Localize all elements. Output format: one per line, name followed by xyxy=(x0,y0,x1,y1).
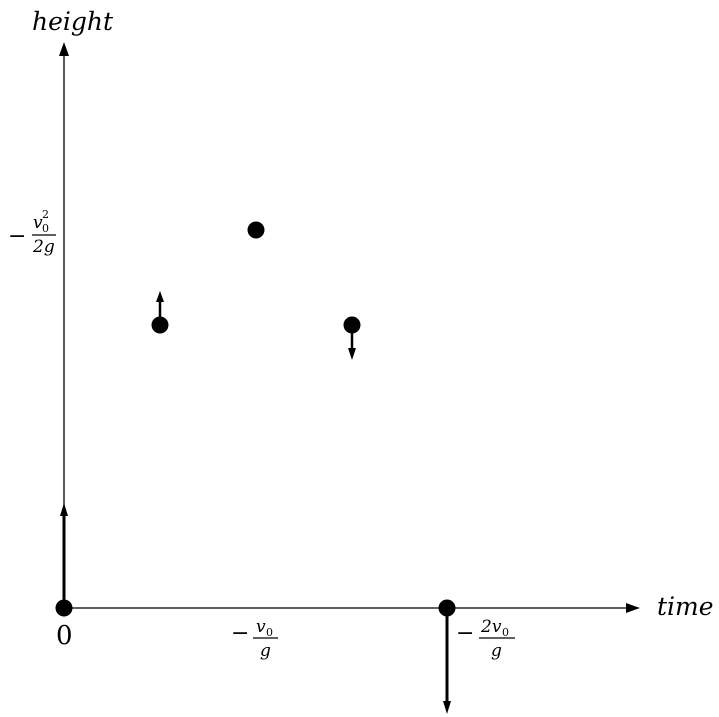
ball-launch xyxy=(55,599,73,617)
velocity-arrowhead-rising xyxy=(156,291,164,302)
ball-rising xyxy=(151,316,169,334)
tick-label-half-time: − v 0 g xyxy=(231,617,278,661)
svg-text:2: 2 xyxy=(42,208,49,221)
svg-text:v: v xyxy=(256,617,266,637)
ball-peak xyxy=(247,221,265,239)
svg-text:g: g xyxy=(260,641,271,661)
svg-text:−: − xyxy=(8,224,26,249)
y-axis-label: height xyxy=(32,7,114,36)
svg-text:0: 0 xyxy=(502,626,509,639)
velocity-arrowhead-falling xyxy=(348,348,356,360)
svg-text:2g: 2g xyxy=(32,237,55,257)
x-axis-arrowhead xyxy=(626,603,640,613)
velocity-arrowhead-launch xyxy=(60,503,68,516)
svg-text:2v: 2v xyxy=(480,617,502,637)
svg-text:g: g xyxy=(491,641,502,661)
svg-text:0: 0 xyxy=(42,222,49,235)
svg-text:−: − xyxy=(231,621,249,646)
ball-landing xyxy=(438,599,456,617)
y-axis-arrowhead xyxy=(59,42,69,56)
tick-label-full-time: − 2v 0 g xyxy=(456,617,515,661)
x-axis-label: time xyxy=(657,592,714,621)
svg-text:−: − xyxy=(456,621,474,646)
velocity-arrowhead-landing xyxy=(443,701,451,714)
origin-label: 0 xyxy=(56,621,73,651)
tick-label-max-height: − v 0 2 2g xyxy=(8,208,56,257)
ball-falling xyxy=(343,316,361,334)
svg-text:0: 0 xyxy=(266,626,273,639)
svg-text:v: v xyxy=(33,213,43,233)
